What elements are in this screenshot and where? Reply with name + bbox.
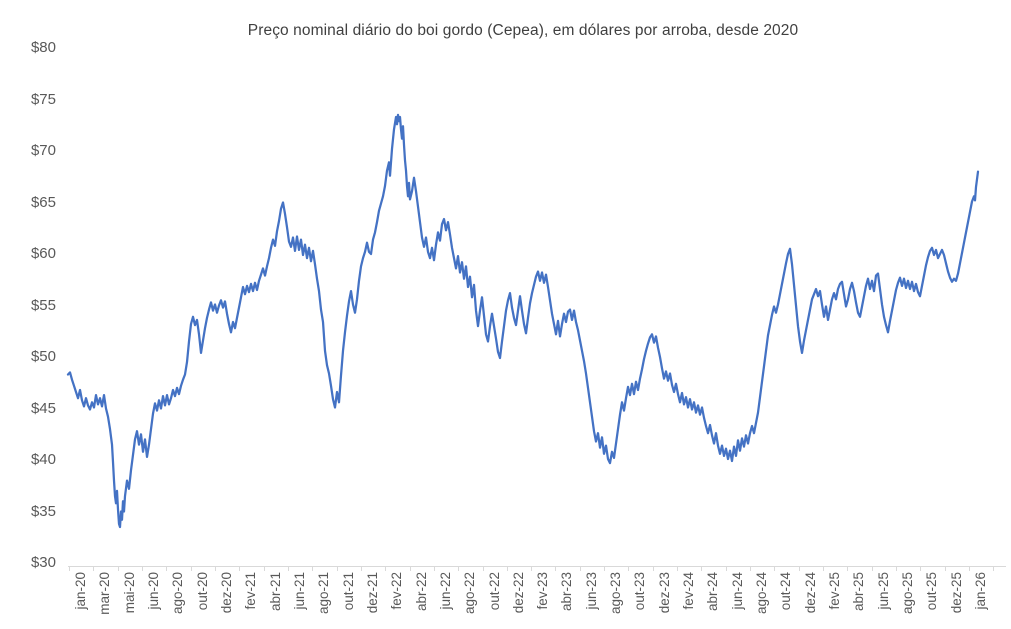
y-axis-tick-label: $65 [30,193,56,211]
x-axis-tick [190,565,192,571]
x-axis-tick [993,565,995,571]
x-axis-tick [360,565,362,571]
y-axis-tick-label: $35 [30,502,56,520]
x-axis-tick [506,565,508,571]
x-axis-tick [141,565,143,571]
y-axis-tick-label: $75 [30,90,56,108]
x-axis-tick [287,565,289,571]
x-axis-tick [385,565,387,571]
x-axis-tick [896,565,898,571]
y-axis-tick-label: $45 [30,399,56,417]
y-axis-tick-label: $70 [30,142,56,159]
chart-title: Preço nominal diário do boi gordo (Cepea… [247,22,799,39]
y-axis-tick-label: $50 [30,348,56,365]
x-axis-tick [93,565,95,571]
x-axis-tick [920,565,922,571]
x-axis-tick [750,565,752,571]
x-axis-tick [677,565,679,571]
x-axis-tick [823,565,825,571]
x-axis-tick [409,565,411,571]
x-axis-tick [531,565,533,571]
x-axis-tick [312,565,314,571]
x-axis-tick [725,565,727,571]
x-axis-tick [871,565,873,571]
y-axis-tick-label: $40 [30,451,56,468]
x-axis-tick [968,565,970,571]
x-axis-tick [117,565,119,571]
x-axis-tick [579,565,581,571]
x-axis-tick [263,565,265,571]
y-axis-tick-label: $55 [30,296,56,314]
x-axis-tick [166,565,168,571]
x-axis-tick [701,565,703,571]
y-axis-tick-label: $60 [30,245,56,262]
x-axis-tick [555,565,557,571]
x-axis-tick [847,565,849,571]
x-axis-tick [336,565,338,571]
x-axis-line [68,565,1006,567]
x-axis-tick [774,565,776,571]
y-axis-tick-label: $30 [30,554,56,571]
y-axis-tick-label: $80 [30,39,56,56]
x-axis-tick [944,565,946,571]
x-axis-tick [628,565,630,571]
price-series-line [66,113,980,529]
x-axis-tick [433,565,435,571]
x-axis-tick [214,565,216,571]
x-axis-tick [458,565,460,571]
x-axis-tick [69,565,70,571]
x-axis-tick [239,565,241,571]
x-axis-tick [652,565,654,571]
x-axis-tick [482,565,484,571]
x-axis-tick [798,565,800,571]
x-axis-tick [604,565,606,571]
